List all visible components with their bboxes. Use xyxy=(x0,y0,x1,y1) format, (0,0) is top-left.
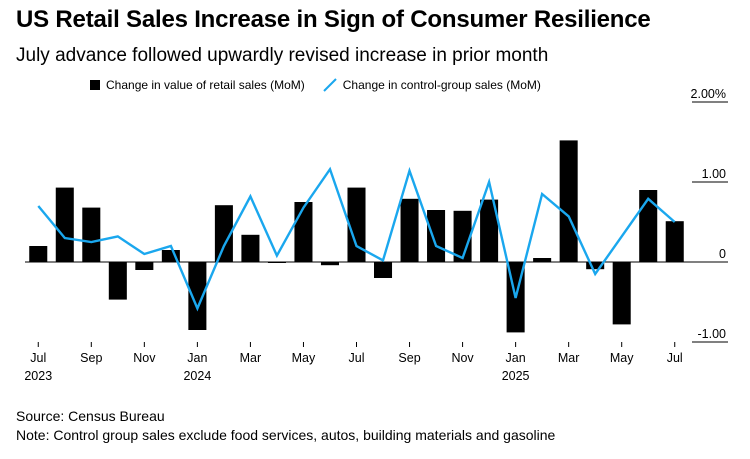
bar xyxy=(214,205,233,262)
x-tick-year-label: 2023 xyxy=(24,369,52,383)
x-tick-label: Mar xyxy=(558,351,580,365)
x-tick-label: Sep xyxy=(398,351,420,365)
x-tick-label: Mar xyxy=(240,351,262,365)
legend-line-label: Change in control-group sales (MoM) xyxy=(342,78,541,92)
bar xyxy=(400,198,419,262)
chart-title: US Retail Sales Increase in Sign of Cons… xyxy=(16,6,651,33)
bar xyxy=(188,262,207,330)
bar xyxy=(294,202,313,262)
x-tick-label: Jan xyxy=(506,351,526,365)
x-tick-label: Jan xyxy=(187,351,207,365)
x-tick-label: May xyxy=(610,351,634,365)
y-tick-label: 1.00 xyxy=(702,167,726,181)
control-group-line xyxy=(37,166,676,312)
bar xyxy=(320,262,339,266)
bar xyxy=(374,262,393,278)
x-tick-label: Jul xyxy=(667,351,683,365)
x-tick-label: Nov xyxy=(451,351,474,365)
x-tick-label: Sep xyxy=(80,351,102,365)
bar xyxy=(241,234,260,262)
bar xyxy=(108,262,127,300)
footnote: Note: Control group sales exclude food s… xyxy=(16,427,556,443)
chart-subtitle: July advance followed upwardly revised i… xyxy=(16,45,549,66)
bar xyxy=(453,210,472,262)
bar xyxy=(533,258,552,262)
x-tick-label: Jul xyxy=(349,351,365,365)
legend-bar-swatch xyxy=(90,80,100,90)
bar xyxy=(347,187,366,262)
y-tick-label: 2.00% xyxy=(691,87,726,101)
x-tick-year-label: 2024 xyxy=(183,369,211,383)
legend-line-swatch xyxy=(323,78,337,92)
y-axis: 2.00% 1.00 0 -1.00 xyxy=(691,87,728,343)
bar xyxy=(29,246,48,262)
bar xyxy=(480,199,499,262)
y-tick-label: 0 xyxy=(719,247,726,261)
x-tick-label: Nov xyxy=(133,351,156,365)
bar xyxy=(427,210,446,262)
bar xyxy=(135,262,154,270)
x-tick-label: May xyxy=(292,351,316,365)
bar-series xyxy=(29,140,684,333)
bar xyxy=(586,262,605,270)
bar xyxy=(639,190,658,262)
x-axis: Jul 2023 Sep Nov Jan 2024 Mar May Jul Sep Nov Jan 20… xyxy=(24,342,683,383)
x-tick-year-label: 2025 xyxy=(502,369,530,383)
bar xyxy=(82,207,101,262)
x-tick-label: Jul xyxy=(30,351,46,365)
bar xyxy=(665,221,684,262)
y-tick-label: -1.00 xyxy=(698,327,727,341)
bar xyxy=(612,262,631,325)
bar xyxy=(55,187,74,262)
line-series xyxy=(37,166,676,312)
source-note: Source: Census Bureau xyxy=(16,408,165,424)
bar xyxy=(559,140,578,262)
chart-legend: Change in value of retail sales (MoM) Ch… xyxy=(90,78,541,92)
legend-bar-label: Change in value of retail sales (MoM) xyxy=(106,78,305,92)
chart-area: 2.00% 1.00 0 -1.00 Jul 2023 Sep Nov Jan 2024 Mar M… xyxy=(24,87,728,383)
